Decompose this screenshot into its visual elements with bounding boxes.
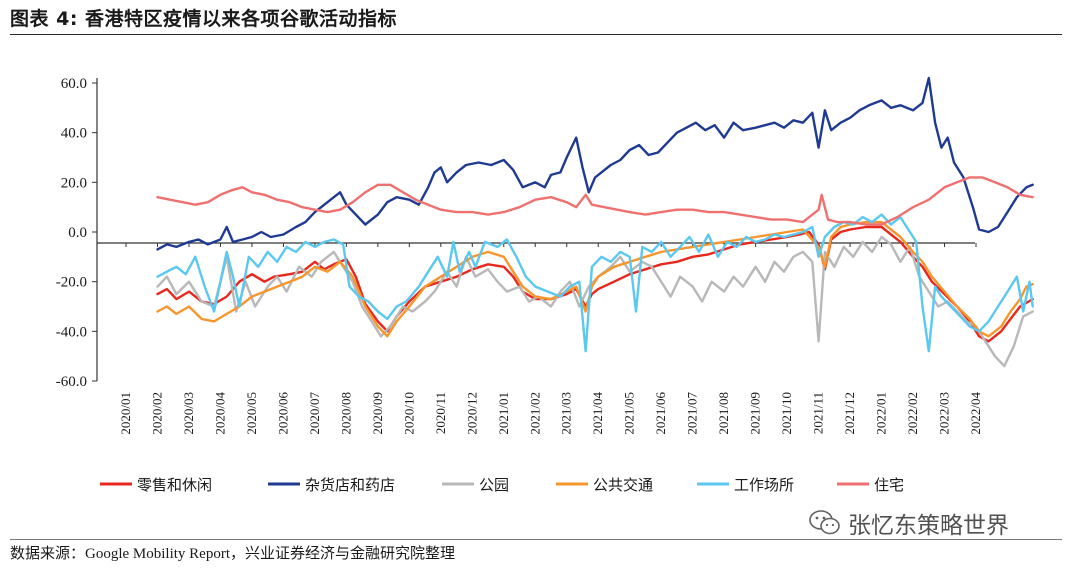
figure-title: 图表 4: 香港特区疫情以来各项谷歌活动指标 xyxy=(10,8,398,30)
source-note: 数据来源：Google Mobility Report，兴业证券经济与金融研究院… xyxy=(10,542,455,563)
y-tick-label: 40.0 xyxy=(61,126,87,142)
x-tick-label: 2020/03 xyxy=(181,392,196,435)
legend-label-6: 住宅 xyxy=(874,476,904,494)
x-tick-label: 2022/02 xyxy=(905,392,920,435)
y-tick-label: -40.0 xyxy=(56,324,87,340)
source-text: Google Mobility Report，兴业证券经济与金融研究院整理 xyxy=(85,546,456,562)
x-tick-label: 2022/04 xyxy=(968,392,983,435)
legend-label-4: 公共交通 xyxy=(593,476,653,494)
legend-label-3: 公园 xyxy=(479,476,509,494)
x-tick-label: 2021/06 xyxy=(653,392,668,435)
x-tick-label: 2021/05 xyxy=(622,392,637,435)
x-tick-label: 2020/09 xyxy=(370,392,385,435)
title-divider xyxy=(10,34,1062,35)
source-divider xyxy=(10,539,1062,540)
x-tick-label: 2020/11 xyxy=(433,392,448,434)
y-tick-label: 0.0 xyxy=(68,225,87,241)
x-tick-label: 2021/07 xyxy=(685,392,700,435)
y-tick-label: -20.0 xyxy=(56,275,87,291)
series-line-5 xyxy=(156,213,1034,353)
series-line-1 xyxy=(156,225,1034,343)
x-tick-label: 2022/03 xyxy=(937,392,952,435)
x-tick-label: 2021/09 xyxy=(748,392,763,435)
legend-label-5: 工作场所 xyxy=(734,476,794,494)
legend-label-1: 零售和休闲 xyxy=(137,476,212,494)
x-tick-label: 2020/05 xyxy=(244,392,259,435)
x-tick-label: 2021/10 xyxy=(779,392,794,435)
x-tick-label: 2020/10 xyxy=(401,392,416,435)
wechat-icon xyxy=(809,510,840,535)
x-tick-label: 2021/02 xyxy=(527,392,542,435)
x-tick-label: 2020/12 xyxy=(464,392,479,435)
series-line-3 xyxy=(156,235,1034,368)
watermark: 张忆东策略世界 xyxy=(808,506,1009,540)
x-tick-label: 2020/01 xyxy=(118,392,133,435)
series-line-2 xyxy=(156,76,1034,251)
watermark-text: 张忆东策略世界 xyxy=(848,513,1009,539)
x-tick-label: 2021/04 xyxy=(590,392,605,435)
x-tick-label: 2020/08 xyxy=(338,392,353,435)
y-tick-label: 60.0 xyxy=(61,76,87,92)
x-tick-label: 2020/06 xyxy=(275,392,290,435)
x-tick-label: 2020/04 xyxy=(212,392,227,435)
x-tick-label: 2021/08 xyxy=(716,392,731,435)
y-tick-label: 20.0 xyxy=(61,175,87,191)
source-label: 数据来源： xyxy=(10,546,86,562)
x-tick-label: 2020/07 xyxy=(307,392,322,435)
y-tick-label: -60.0 xyxy=(56,374,87,390)
series-line-6 xyxy=(156,176,1034,226)
x-tick-label: 2021/12 xyxy=(842,392,857,435)
x-tick-label: 2021/11 xyxy=(811,392,826,434)
series-line-4 xyxy=(156,220,1034,338)
x-tick-label: 2021/03 xyxy=(559,392,574,435)
x-tick-label: 2020/02 xyxy=(149,392,164,435)
x-tick-label: 2022/01 xyxy=(874,392,889,435)
legend-label-2: 杂货店和药店 xyxy=(305,476,395,494)
x-tick-label: 2021/01 xyxy=(496,392,511,435)
